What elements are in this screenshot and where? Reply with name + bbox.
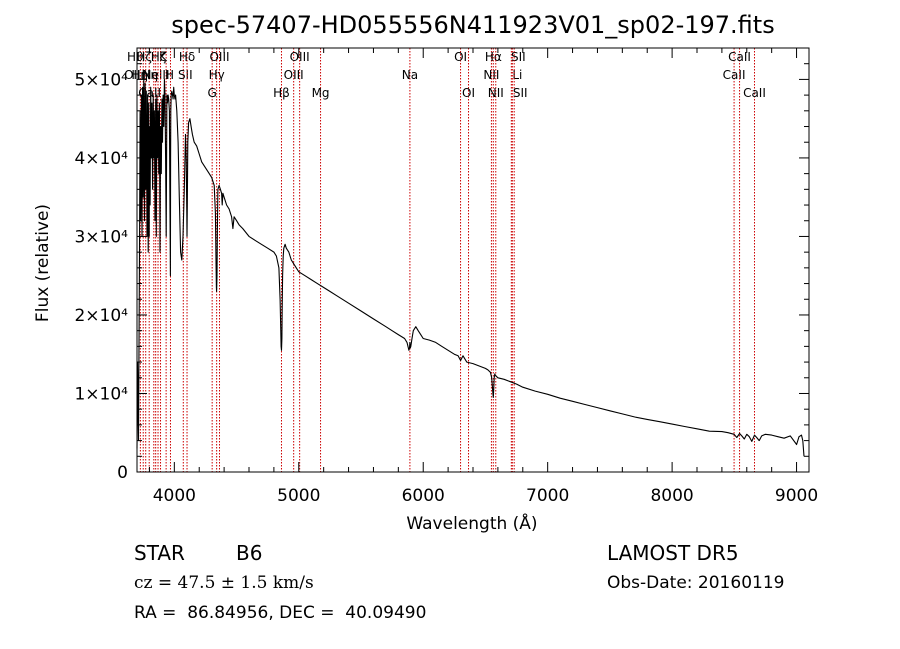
spectrum-line [136,78,805,457]
y-axis-label: Flux (relative) [33,204,53,322]
line-marker-label-17: OIII [290,50,310,64]
line-marker-label-26: SII [511,50,526,64]
redshift-value: cz = 47.5 ± 1.5 km/s [134,573,314,593]
line-marker-label-1: Hθ [127,50,143,64]
line-marker-label-12: G [208,86,217,100]
survey-name: LAMOST DR5 [607,541,739,565]
line-marker-label-18: Mg [312,86,330,100]
x-tick-label-2: 6000 [402,486,445,506]
line-marker-label-10: SII [178,68,193,82]
line-marker-label-16: OIII [284,68,304,82]
line-marker-label-30: CaII [743,86,766,100]
line-marker-label-14: OIII [209,50,229,64]
y-tick-label-3: 3×10⁴ [74,227,128,247]
line-marker-label-9: H [165,68,174,82]
line-marker-label-8: K [159,50,168,64]
y-tick-label-5: 5×10⁴ [74,70,128,90]
x-tick-label-1: 5000 [277,486,320,506]
y-tick-label-0: 0 [117,463,128,483]
observation-date: Obs-Date: 20160119 [607,573,785,593]
y-tick-label-1: 1×10⁴ [74,384,128,404]
chart-title: spec-57407-HD055556N411923V01_sp02-197.f… [171,11,774,39]
line-marker-label-6: NeIII [143,68,170,82]
plot-frame [136,47,810,473]
line-marker-label-28: CaII [723,68,746,82]
line-marker-label-22: NII [483,68,499,82]
line-marker-label-23: Hα [485,50,502,64]
line-marker-label-19: Na [402,68,418,82]
line-marker-label-3: Hζ [136,50,152,64]
line-marker-label-15: Hβ [273,86,290,100]
line-marker-label-21: OI [462,86,475,100]
coordinates: RA = 86.84956, DEC = 40.09490 [134,603,427,623]
x-tick-label-3: 7000 [526,486,569,506]
line-marker-label-13: Hγ [209,68,225,82]
line-marker-label-29: CaII [728,50,751,64]
line-marker-label-27: SII [513,86,528,100]
line-marker-label-4: Hη [141,68,158,82]
x-tick-label-0: 4000 [153,486,196,506]
line-marker-label-24: NII [488,86,504,100]
line-marker-label-20: OI [454,50,467,64]
y-tick-label-4: 4×10⁴ [74,149,128,169]
x-tick-label-4: 8000 [650,486,693,506]
object-class: STAR [134,541,185,565]
object-subclass: B6 [236,541,263,565]
x-axis-label: Wavelength (Å) [406,512,537,534]
x-tick-label-5: 9000 [775,486,818,506]
line-marker-label-25: Li [512,68,522,82]
line-marker-label-7: Hζ [151,50,167,64]
y-tick-label-2: 2×10⁴ [74,306,128,326]
line-marker-label-11: Hδ [179,50,195,64]
line-marker-label-2: Hη [131,68,148,82]
line-marker-label-0: OII [124,68,141,82]
